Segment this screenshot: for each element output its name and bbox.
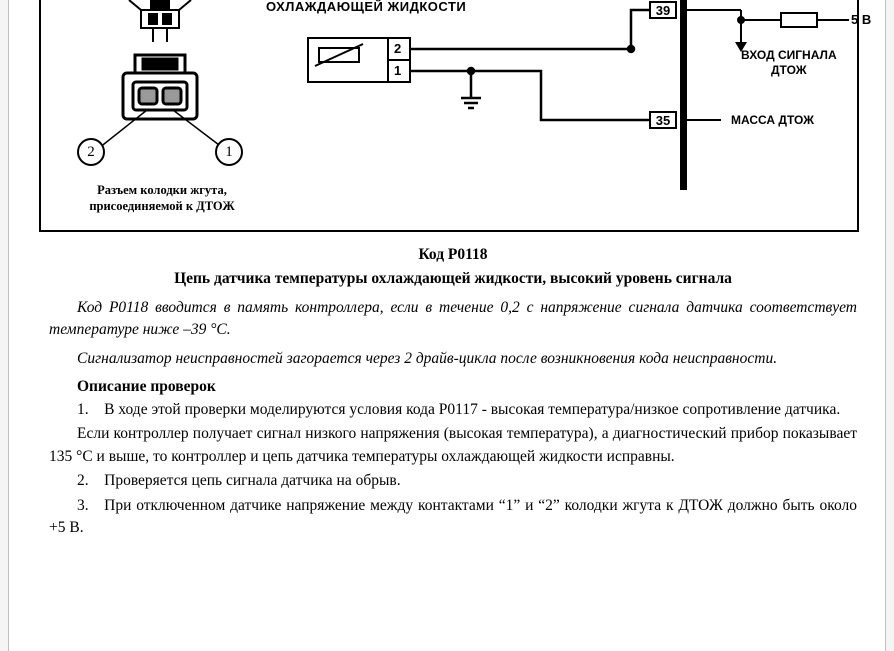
check-3: 3. При отключенном датчике напряжение ме… <box>49 495 857 540</box>
pin-39-box: 39 <box>649 1 677 19</box>
sensor-pin-2: 2 <box>394 41 401 56</box>
code-heading: Код Р0118 <box>49 244 857 266</box>
connector-circle-1: 1 <box>215 138 243 166</box>
ground-label: МАССА ДТОЖ <box>731 113 814 127</box>
diagram-title: ОХЛАЖДАЮЩЕЙ ЖИДКОСТИ <box>266 0 466 14</box>
code-subtitle: Цепь датчика температуры охлаждающей жид… <box>49 268 857 290</box>
sensor-pin-1: 1 <box>394 63 401 78</box>
connector-caption: Разъем колодки жгута, присоединяемой к Д… <box>87 182 237 215</box>
signal-label-2: ДТОЖ <box>771 63 807 77</box>
voltage-label: 5 В <box>851 12 871 27</box>
controller-bar <box>680 0 687 190</box>
connector-caption-l2: присоединяемой к ДТОЖ <box>89 199 234 213</box>
check-2: 2. Проверяется цепь сигнала датчика на о… <box>49 470 857 492</box>
pin-35-box: 35 <box>649 111 677 129</box>
checks-title: Описание проверок <box>49 376 857 398</box>
intro-italic-1: Код Р0118 вводится в память контроллера,… <box>49 297 857 342</box>
document-text: Код Р0118 Цепь датчика температуры охлаж… <box>49 240 857 542</box>
signal-label-1: ВХОД СИГНАЛА <box>741 48 837 62</box>
connector-caption-l1: Разъем колодки жгута, <box>97 183 227 197</box>
check-1b: Если контроллер получает сигнал низкого … <box>49 423 857 468</box>
diagram-frame: ОХЛАЖДАЮЩЕЙ ЖИДКОСТИ 5 В ВХОД СИГНАЛА ДТ… <box>39 0 859 232</box>
connector-circle-2: 2 <box>77 138 105 166</box>
intro-italic-2: Сигнализатор неисправностей загорается ч… <box>49 348 857 370</box>
check-1: 1. В ходе этой проверки моделируются усл… <box>49 399 857 421</box>
